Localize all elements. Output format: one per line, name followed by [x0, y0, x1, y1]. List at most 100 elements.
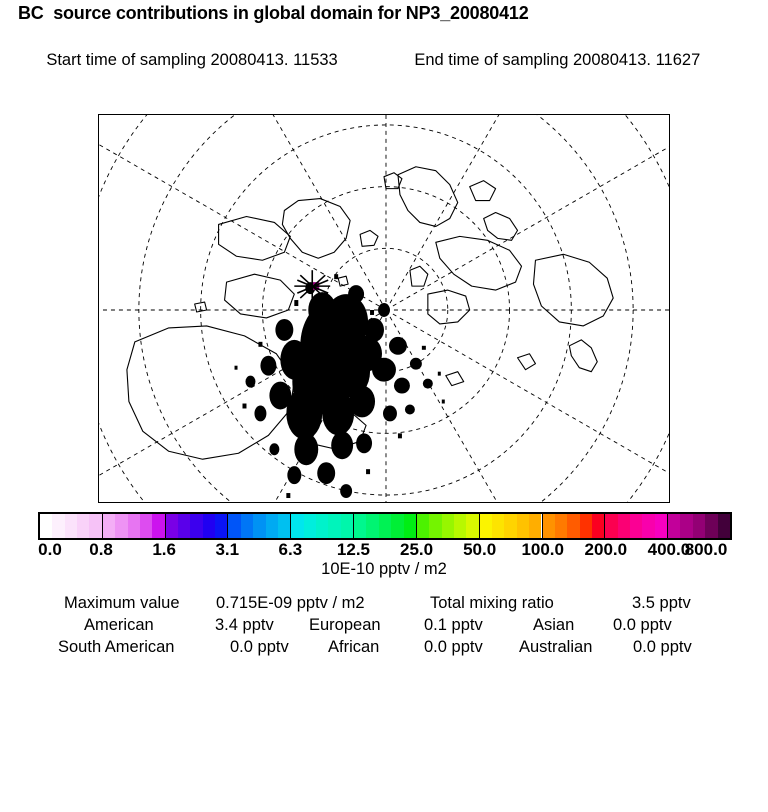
region-value-african: 0.0 pptv: [424, 638, 483, 656]
colorbar-band: [516, 514, 530, 538]
colorbar-gradient: [38, 512, 732, 540]
statistics-footer: Maximum value 0.715E-09 pptv / m2 Total …: [0, 592, 768, 658]
total-mixing-ratio-label: Total mixing ratio: [430, 594, 554, 612]
colorbar-band: [554, 514, 568, 538]
colorbar-band: [479, 514, 493, 538]
colorbar-band: [529, 514, 542, 538]
colorbar-band: [391, 514, 404, 538]
colorbar-tick-5: 12.5: [336, 540, 370, 559]
colorbar-band: [190, 514, 203, 538]
colorbar-band: [40, 514, 53, 538]
polar-stereographic-map: [99, 115, 669, 502]
colorbar-band: [354, 514, 367, 538]
colorbar-tick-6: 25.0: [399, 540, 434, 559]
colorbar-band: [240, 514, 254, 538]
colorbar-band: [177, 514, 191, 538]
colorbar-segment-7: [479, 514, 543, 538]
colorbar-band: [542, 514, 555, 538]
colorbar-band: [115, 514, 128, 538]
colorbar-band: [579, 514, 592, 538]
colorbar-band: [366, 514, 379, 538]
colorbar-band: [328, 514, 341, 538]
colorbar-band: [617, 514, 631, 538]
colorbar-segment-2: [165, 514, 229, 538]
sampling-time-row: Start time of sampling 20080413. 11533 En…: [0, 26, 768, 95]
colorbar-band: [705, 514, 718, 538]
region-label-american: American: [84, 616, 154, 634]
map-panel: [98, 114, 670, 503]
start-time-label: Start time of sampling 20080413. 11533: [46, 51, 338, 69]
total-mixing-ratio: 3.5 pptv: [632, 594, 691, 612]
region-row-2: South American 0.0 pptv African 0.0 pptv…: [0, 636, 768, 658]
colorbar-tick-2: 1.6: [152, 540, 176, 559]
region-label-european: European: [309, 616, 381, 634]
colorbar-segment-8: [542, 514, 606, 538]
colorbar: [38, 512, 732, 540]
dispersion-plume: [234, 274, 445, 499]
colorbar-band: [605, 514, 618, 538]
release-site-marker: [294, 270, 331, 305]
colorbar-segment-10: [668, 514, 730, 538]
region-value-american: 3.4 pptv: [215, 616, 274, 634]
colorbar-band: [102, 514, 116, 538]
colorbar-band: [416, 514, 430, 538]
colorbar-band: [668, 514, 681, 538]
colorbar-segment-3: [228, 514, 292, 538]
colorbar-band: [591, 514, 605, 538]
region-value-asian: 0.0 pptv: [613, 616, 672, 634]
colorbar-band: [680, 514, 693, 538]
colorbar-band: [139, 514, 153, 538]
colorbar-tick-7: 50.0: [463, 540, 497, 559]
page-title: BC source contributions in global domain…: [18, 3, 529, 23]
colorbar-segment-1: [102, 514, 166, 538]
colorbar-band: [291, 514, 304, 538]
colorbar-unit-label: 10E-10 pptv / m2: [321, 560, 447, 578]
maximum-value-row: Maximum value 0.715E-09 pptv / m2 Total …: [0, 592, 768, 614]
colorbar-band: [127, 514, 140, 538]
colorbar-segment-5: [354, 514, 417, 538]
colorbar-band: [277, 514, 291, 538]
colorbar-band: [228, 514, 241, 538]
colorbar-band: [453, 514, 467, 538]
colorbar-band: [504, 514, 517, 538]
colorbar-tick-9: 200.0: [584, 540, 628, 559]
colorbar-band: [630, 514, 643, 538]
colorbar-band: [642, 514, 655, 538]
colorbar-segment-0: [40, 514, 103, 538]
colorbar-band: [64, 514, 78, 538]
region-label-african: African: [328, 638, 380, 656]
colorbar-band: [215, 514, 228, 538]
colorbar-tick-4: 6.3: [278, 540, 303, 559]
colorbar-band: [315, 514, 329, 538]
maximum-value-label: Maximum value: [64, 594, 180, 612]
colorbar-tick-1: 0.8: [89, 540, 113, 559]
colorbar-segment-9: [605, 514, 669, 538]
colorbar-band: [567, 514, 580, 538]
colorbar-band: [89, 514, 102, 538]
colorbar-band: [202, 514, 216, 538]
colorbar-band: [717, 514, 730, 538]
colorbar-tick-3: 3.1: [215, 540, 240, 559]
colorbar-band: [378, 514, 392, 538]
colorbar-band: [253, 514, 266, 538]
colorbar-band: [265, 514, 278, 538]
colorbar-band: [466, 514, 479, 538]
region-value-european: 0.1 pptv: [424, 616, 483, 634]
colorbar-tick-8: 100.0: [521, 540, 564, 559]
region-label-south-american: South American: [58, 638, 175, 656]
colorbar-band: [403, 514, 416, 538]
colorbar-band: [692, 514, 706, 538]
colorbar-tick-10: 400.0: [647, 540, 691, 559]
colorbar-band: [441, 514, 454, 538]
region-label-australian: Australian: [519, 638, 593, 656]
colorbar-band: [52, 514, 65, 538]
colorbar-band: [165, 514, 178, 538]
region-value-south-american: 0.0 pptv: [230, 638, 289, 656]
colorbar-band: [152, 514, 165, 538]
colorbar-segment-4: [291, 514, 355, 538]
colorbar-band: [303, 514, 316, 538]
colorbar-tick-11: 800.0: [684, 540, 728, 559]
colorbar-segment-6: [416, 514, 480, 538]
region-value-australian: 0.0 pptv: [633, 638, 692, 656]
region-label-asian: Asian: [533, 616, 575, 634]
